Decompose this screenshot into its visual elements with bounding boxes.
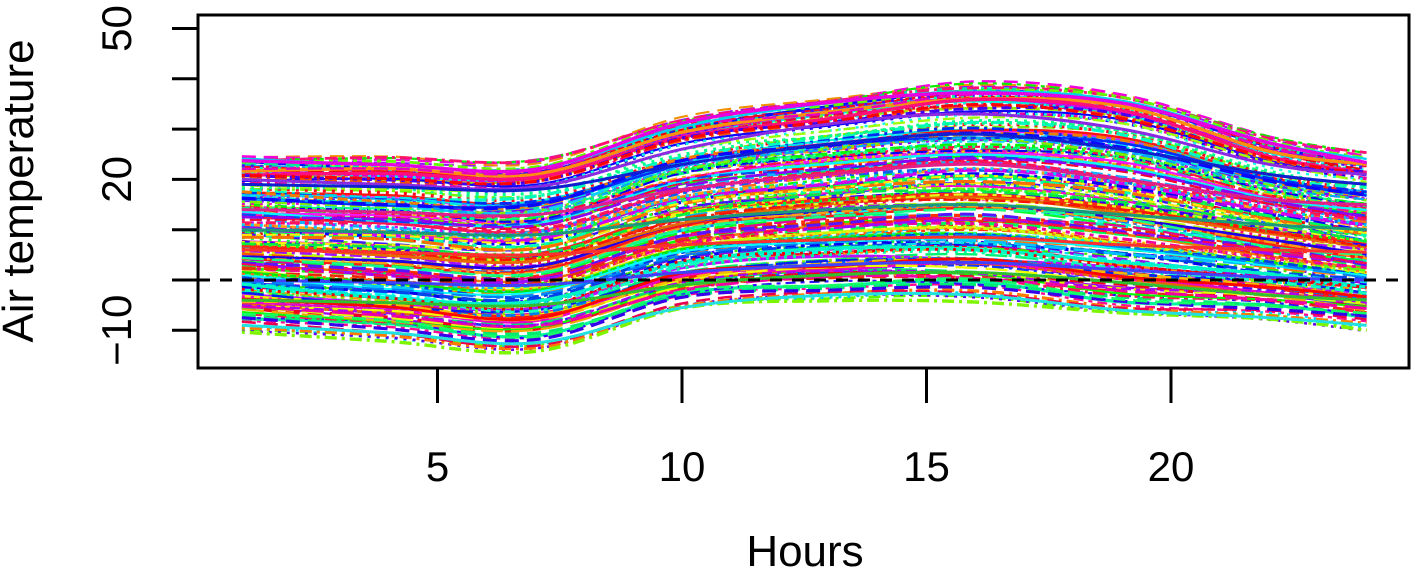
- series-line-representative: [241, 270, 1367, 308]
- series-line: [241, 131, 1367, 210]
- series-line: [241, 115, 1367, 193]
- series-line: [241, 155, 1367, 228]
- series-line: [241, 234, 1367, 299]
- series-line: [241, 258, 1367, 322]
- series-lines: [241, 80, 1367, 355]
- series-line: [241, 182, 1367, 251]
- series-line-representative: [241, 112, 1367, 191]
- series-line: [241, 245, 1367, 306]
- series-line: [241, 298, 1367, 355]
- series-line: [241, 283, 1367, 340]
- series-line: [241, 157, 1367, 229]
- series-line: [241, 97, 1367, 182]
- x-axis-title: Hours: [746, 527, 863, 571]
- series-line: [241, 131, 1367, 215]
- series-line: [241, 212, 1367, 281]
- series-line: [241, 174, 1367, 244]
- series-line: [241, 204, 1367, 275]
- x-tick-label: 5: [426, 443, 449, 490]
- series-line: [241, 189, 1367, 257]
- y-axis-title: Air temperature: [0, 39, 43, 342]
- series-line: [241, 80, 1367, 165]
- y-tick-label: −10: [93, 295, 140, 366]
- series-line: [241, 216, 1367, 281]
- series-line: [241, 102, 1367, 186]
- series-line: [241, 208, 1367, 277]
- x-tick-label: 15: [903, 443, 950, 490]
- series-line: [241, 121, 1367, 197]
- series-line-representative: [241, 260, 1367, 287]
- x-tick-label: 10: [659, 443, 706, 490]
- series-line: [241, 231, 1367, 293]
- series-line: [241, 277, 1367, 339]
- series-line: [241, 151, 1367, 229]
- axes: 5 10 15 20 −10 20 50: [93, 5, 1194, 490]
- y-tick-label: 20: [93, 156, 140, 203]
- series-line-representative: [241, 291, 1367, 346]
- series-line: [241, 224, 1367, 291]
- series-line: [241, 91, 1367, 174]
- series-line: [241, 282, 1367, 336]
- series-line: [241, 151, 1367, 224]
- series-line: [241, 203, 1367, 270]
- series-line: [241, 145, 1367, 219]
- series-line: [241, 285, 1367, 343]
- series-line: [241, 92, 1367, 176]
- series-line-representative: [241, 162, 1367, 218]
- series-line-representative: [241, 235, 1367, 257]
- series-line-representative: [241, 132, 1367, 193]
- x-tick-label: 20: [1148, 443, 1195, 490]
- y-tick-label: 50: [93, 5, 140, 52]
- series-line-representative: [241, 202, 1367, 237]
- series-line: [241, 242, 1367, 303]
- series-line: [241, 216, 1367, 281]
- series-line: [241, 166, 1367, 240]
- series-line: [241, 88, 1367, 171]
